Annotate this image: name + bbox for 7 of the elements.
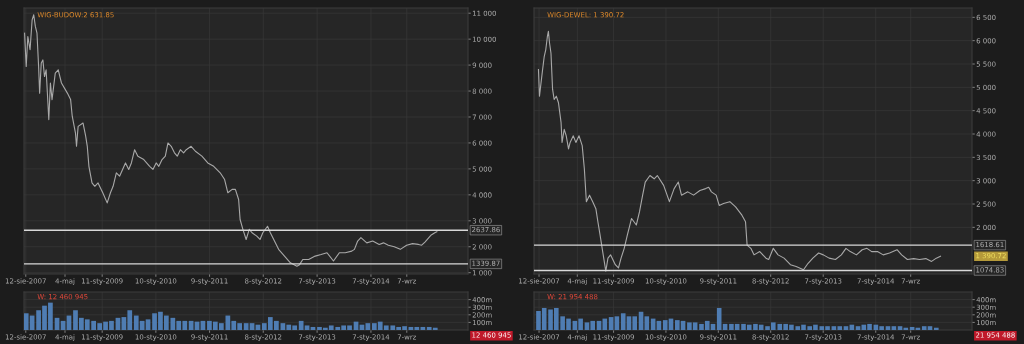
bar xyxy=(843,326,849,330)
bar xyxy=(934,327,939,330)
bar xyxy=(897,326,903,330)
bar xyxy=(885,326,891,330)
line-series xyxy=(537,30,942,272)
bar xyxy=(891,326,897,330)
line-series xyxy=(24,14,438,267)
